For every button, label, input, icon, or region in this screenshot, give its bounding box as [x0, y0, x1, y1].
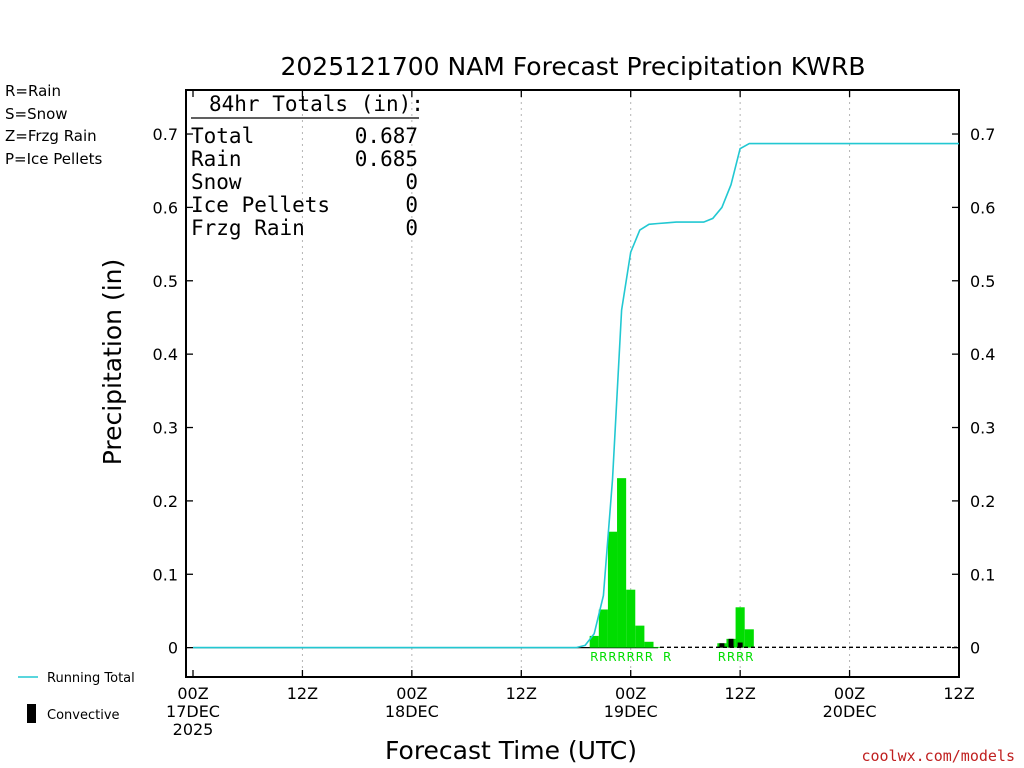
y-tick-label-right: 0.2	[970, 492, 995, 511]
y-tick-label-right: 0.3	[970, 419, 995, 438]
totals-freezing-rain-value: 0	[405, 216, 418, 240]
convective-bar	[737, 642, 743, 648]
y-tick-label-left: 0	[168, 639, 178, 658]
totals-box: 84hr Totals (in): Total 0.687 Rain 0.685…	[191, 92, 424, 240]
convective-bar	[719, 643, 725, 648]
rain-bar	[626, 589, 636, 648]
y-tick-label-left: 0.7	[153, 125, 178, 144]
x-tick-label: 18DEC	[385, 702, 439, 721]
precip-type-freezing-rain: Z=Frzg Rain	[5, 127, 97, 145]
y-tick-label-right: 0.1	[970, 565, 995, 584]
x-tick-label: 00Z	[834, 684, 865, 703]
x-tick-label: 17DEC	[166, 702, 220, 721]
y-tick-label-right: 0.6	[970, 198, 995, 217]
ptype-marker: R	[617, 650, 625, 664]
totals-snow-value: 0	[405, 170, 418, 194]
totals-ice-pellets-value: 0	[405, 193, 418, 217]
y-tick-label-left: 0.3	[153, 419, 178, 438]
y-tick-label-left: 0.4	[153, 345, 178, 364]
running-total-line	[193, 142, 959, 649]
series-legend: Running Total Convective	[18, 671, 135, 723]
ptype-marker: R	[599, 650, 607, 664]
rain-bar	[598, 609, 608, 648]
rain-bar	[735, 607, 745, 648]
rain-bar	[644, 641, 654, 648]
convective-legend-swatch	[27, 704, 36, 723]
rain-bar	[635, 625, 645, 648]
x-tick-label: 12Z	[506, 684, 537, 703]
precip-type-ice-pellets: P=Ice Pellets	[5, 150, 102, 168]
convective-legend-label: Convective	[47, 708, 120, 723]
ptype-marker: R	[627, 650, 635, 664]
y-tick-label-right: 0	[970, 639, 980, 658]
precip-type-rain: R=Rain	[5, 82, 61, 100]
running-total-legend-label: Running Total	[47, 671, 135, 686]
y-axis-ticks: 0 00.1 0.10.2 0.20.3 0.30.4 0.40.5 0.50.6 0.60.…	[153, 125, 996, 658]
ptype-marker: R	[663, 650, 671, 664]
rain-bar	[653, 646, 663, 648]
y-tick-label-right: 0.4	[970, 345, 995, 364]
totals-rain-label: Rain	[191, 147, 242, 171]
rain-bar	[617, 478, 627, 648]
x-axis-title: Forecast Time (UTC)	[385, 736, 637, 765]
ptype-marker: R	[736, 650, 744, 664]
ptype-marker: R	[745, 650, 753, 664]
x-tick-label: 19DEC	[604, 702, 658, 721]
ptype-marker: R	[590, 650, 598, 664]
ptype-marker: R	[718, 650, 726, 664]
totals-rain-value: 0.685	[355, 147, 418, 171]
totals-ice-pellets-label: Ice Pellets	[191, 193, 330, 217]
y-tick-label-right: 0.7	[970, 125, 995, 144]
x-tick-label: 00Z	[177, 684, 208, 703]
totals-total-value: 0.687	[355, 124, 418, 148]
ptype-marker: R	[636, 650, 644, 664]
rain-bars	[589, 478, 754, 648]
y-tick-label-left: 0.2	[153, 492, 178, 511]
x-tick-label: 12Z	[287, 684, 318, 703]
source-credit: coolwx.com/models	[861, 747, 1015, 765]
y-tick-label-left: 0.1	[153, 565, 178, 584]
y-tick-label-right: 0.5	[970, 272, 995, 291]
y-tick-label-left: 0.6	[153, 198, 178, 217]
x-tick-label: 2025	[173, 720, 214, 739]
ptype-marker: R	[645, 650, 653, 664]
ptype-marker: R	[608, 650, 616, 664]
rain-bar	[744, 629, 754, 648]
totals-total-label: Total	[191, 124, 254, 148]
precip-type-legend: R=Rain S=Snow Z=Frzg Rain P=Ice Pellets	[5, 82, 102, 168]
totals-snow-label: Snow	[191, 170, 242, 194]
x-tick-label: 12Z	[724, 684, 755, 703]
totals-header: 84hr Totals (in):	[209, 92, 424, 116]
rain-bar	[589, 635, 599, 648]
totals-freezing-rain-label: Frzg Rain	[191, 216, 305, 240]
y-axis-title: Precipitation (in)	[98, 259, 127, 466]
x-tick-label: 00Z	[396, 684, 427, 703]
precip-type-snow: S=Snow	[5, 105, 68, 123]
grid-lines	[193, 90, 851, 677]
chart-title: 2025121700 NAM Forecast Precipitation KW…	[280, 52, 865, 81]
rain-bar	[607, 531, 618, 648]
convective-bars	[719, 638, 743, 648]
x-tick-label: 00Z	[615, 684, 646, 703]
y-tick-label-left: 0.5	[153, 272, 178, 291]
plot-frame	[185, 89, 960, 678]
convective-bar	[728, 638, 734, 648]
x-tick-label: 20DEC	[823, 702, 877, 721]
x-tick-label: 12Z	[943, 684, 974, 703]
ptype-marker: R	[727, 650, 735, 664]
